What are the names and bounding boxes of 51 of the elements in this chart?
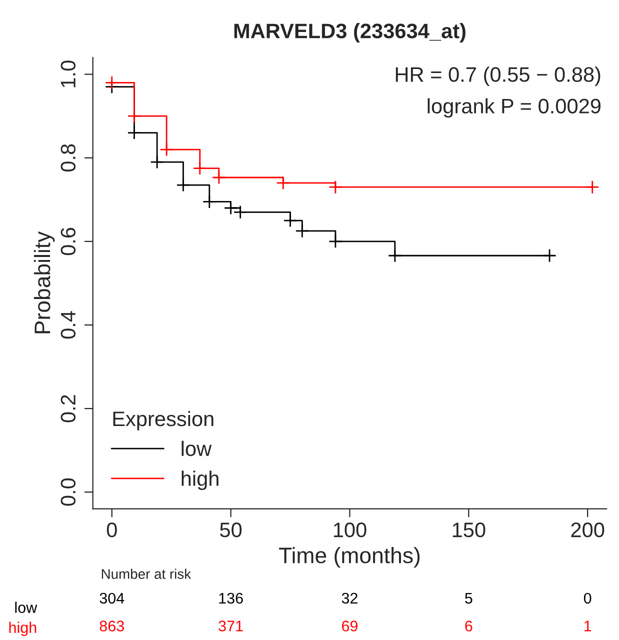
annotation: HR = 0.7 (0.55 − 0.88) [396,66,600,86]
point [160,142,174,156]
point [328,180,342,194]
point [276,176,290,190]
x-tick-label: 0 [106,522,117,538]
point [233,205,248,220]
text: 1 [584,620,592,632]
point [542,248,556,263]
x-axis-title: Time (months) [279,546,420,568]
legend-title: Expression [113,410,214,430]
point [295,224,310,238]
text: low [15,602,38,613]
point [388,248,402,263]
text: 136 [219,592,243,604]
legend-label: high [182,470,218,490]
point [202,194,216,209]
x-tick-label: 50 [220,522,242,538]
y-tick-label: 0.8 [60,144,76,172]
text: 863 [100,620,124,632]
y-tick-label: 1.0 [60,60,76,88]
point [127,126,142,140]
point [283,214,298,228]
chart-title: MARVELD3 (233634_at) [234,23,466,42]
text: 6 [465,620,472,632]
text: high [9,622,36,636]
point [224,201,238,215]
y-tick-label: 0.2 [60,395,76,422]
text: 32 [342,592,358,604]
text: 304 [100,592,124,604]
y-tick-label: 0.0 [60,478,76,506]
text: 0 [584,592,592,604]
point [328,234,342,248]
x-tick-label: 200 [571,522,604,538]
point [127,109,142,124]
x-tick-label: 150 [452,522,486,538]
text: 371 [218,620,243,632]
point [104,76,119,90]
point [150,155,164,169]
y-tick-label: 0.6 [60,228,76,256]
point [212,170,226,184]
point [585,180,600,194]
point [192,161,207,176]
text: Number at risk [102,568,192,579]
legend-label: low [182,440,212,456]
y-tick-label: 0.4 [60,311,76,339]
x-tick-label: 100 [334,522,366,538]
y-axis-title: Probability [34,231,55,334]
point [176,178,190,192]
annotation: logrank P = 0.0029 [428,98,601,118]
text: 69 [342,620,358,632]
text: 5 [465,592,472,604]
